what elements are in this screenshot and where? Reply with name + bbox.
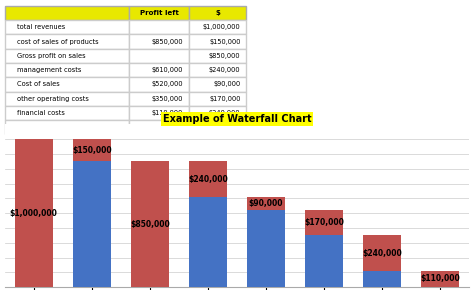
Title: Example of Waterfall Chart: Example of Waterfall Chart	[163, 114, 311, 124]
Text: $150,000: $150,000	[72, 146, 112, 155]
Text: $170,000: $170,000	[304, 218, 344, 227]
Bar	[189, 162, 227, 197]
Bar	[15, 139, 53, 287]
Text: $240,000: $240,000	[362, 249, 402, 258]
Text: $90,000: $90,000	[249, 199, 283, 208]
Bar	[247, 197, 285, 210]
Bar	[73, 162, 111, 287]
Bar	[73, 139, 111, 162]
Text: $1,000,000: $1,000,000	[10, 209, 58, 218]
Bar	[247, 210, 285, 287]
Bar	[189, 197, 227, 287]
Bar	[363, 235, 401, 271]
Bar	[305, 210, 343, 235]
Bar	[421, 271, 459, 287]
Bar	[131, 162, 169, 287]
Text: $240,000: $240,000	[188, 175, 228, 184]
Text: $850,000: $850,000	[130, 220, 170, 229]
Bar	[305, 235, 343, 287]
Bar	[363, 271, 401, 287]
Text: $110,000: $110,000	[420, 274, 460, 283]
